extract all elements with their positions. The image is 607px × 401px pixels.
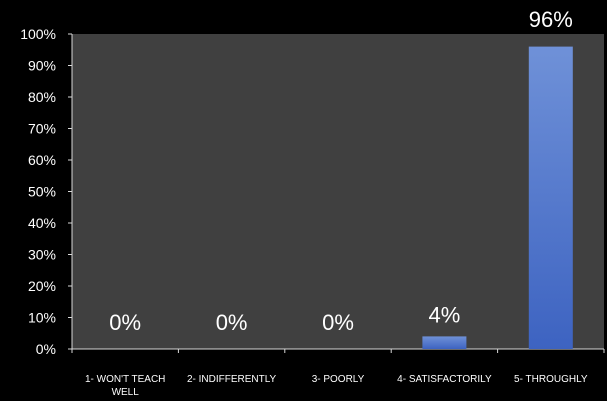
data-label: 0%	[216, 310, 248, 335]
y-tick-label: 100%	[20, 26, 56, 42]
x-tick-label: 3- POORLY	[312, 374, 365, 385]
bars	[422, 46, 573, 349]
y-tick-label: 50%	[28, 184, 56, 200]
data-label: 0%	[109, 310, 141, 335]
y-tick-label: 60%	[28, 152, 56, 168]
axes: 0% 10% 20% 30% 40% 50% 60% 70% 80% 90% 100%	[20, 26, 605, 357]
y-tick-label: 90%	[28, 58, 56, 74]
y-tick-label: 70%	[28, 121, 56, 137]
plot-area	[72, 34, 604, 349]
x-tick-label: 1- WON'T TEACH	[85, 374, 165, 385]
data-label: 96%	[529, 7, 573, 32]
data-label: 4%	[429, 302, 461, 327]
bar	[528, 46, 573, 349]
x-tick-label: 5- THROUGHLY	[514, 374, 588, 385]
y-tick-label: 20%	[28, 278, 56, 294]
y-tick-label: 0%	[36, 341, 56, 357]
y-tick-label: 30%	[28, 247, 56, 263]
y-tick-label: 40%	[28, 215, 56, 231]
x-tick-label: WELL	[112, 387, 140, 398]
labels: 0% 1- WON'T TEACH WELL 0% 2- INDIFFERENTLY 0%…	[85, 7, 588, 398]
y-tick-label: 10%	[28, 310, 56, 326]
bar	[422, 336, 467, 349]
data-label: 0%	[322, 310, 354, 335]
x-tick-label: 2- INDIFFERENTLY	[187, 374, 277, 385]
x-tick-label: 4- SATISFACTORILY	[397, 374, 492, 385]
y-tick-label: 80%	[28, 89, 56, 105]
